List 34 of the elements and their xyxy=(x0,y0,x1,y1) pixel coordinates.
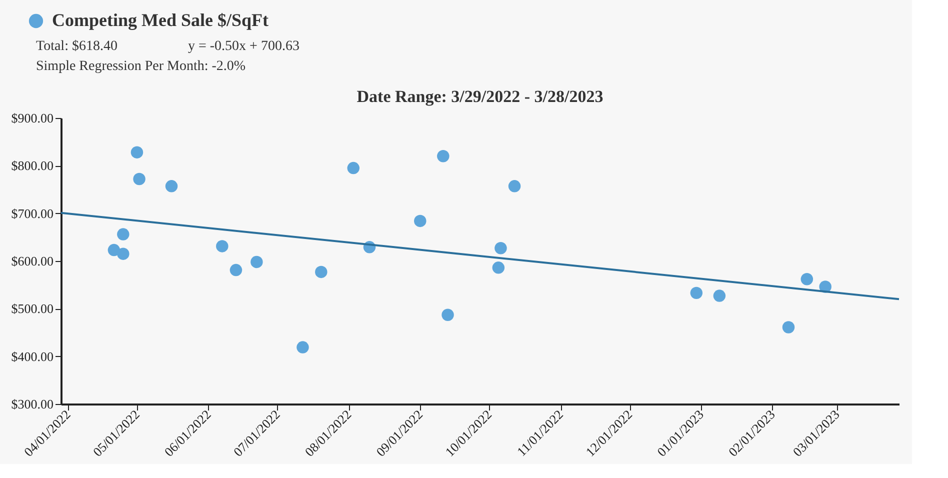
y-tick-label: $900.00 xyxy=(11,110,54,126)
y-tick-label: $500.00 xyxy=(11,301,54,316)
point xyxy=(315,266,328,278)
point xyxy=(442,308,454,321)
point xyxy=(782,321,795,334)
point xyxy=(133,172,146,186)
point xyxy=(414,214,426,228)
point xyxy=(713,290,726,302)
point xyxy=(250,256,263,268)
point xyxy=(165,180,178,192)
text: y = -0.50x + 700.63 xyxy=(188,39,300,54)
point xyxy=(117,248,130,260)
point xyxy=(216,240,228,252)
point xyxy=(347,162,360,174)
legend-label: Competing Med Sale $/SqFt xyxy=(52,10,269,30)
point xyxy=(230,264,242,276)
text: Total: $618.40 xyxy=(36,39,118,54)
y-tick-label: $800.00 xyxy=(11,158,54,174)
point xyxy=(492,262,505,274)
chart-title: Date Range: 3/29/2022 - 3/28/2023 xyxy=(356,87,604,106)
point xyxy=(108,244,120,256)
point xyxy=(117,228,130,240)
point xyxy=(130,146,144,158)
text: Simple Regression Per Month: -2.0% xyxy=(36,59,246,74)
y-tick-label: $700.00 xyxy=(11,206,54,221)
point xyxy=(508,180,521,192)
point xyxy=(296,341,309,354)
point xyxy=(437,150,450,162)
point xyxy=(494,242,507,254)
y-tick-label: $300.00 xyxy=(11,396,54,412)
y-tick-label: $400.00 xyxy=(11,348,54,364)
point xyxy=(690,286,703,300)
point xyxy=(800,273,814,286)
y-tick-label: $600.00 xyxy=(11,254,54,268)
